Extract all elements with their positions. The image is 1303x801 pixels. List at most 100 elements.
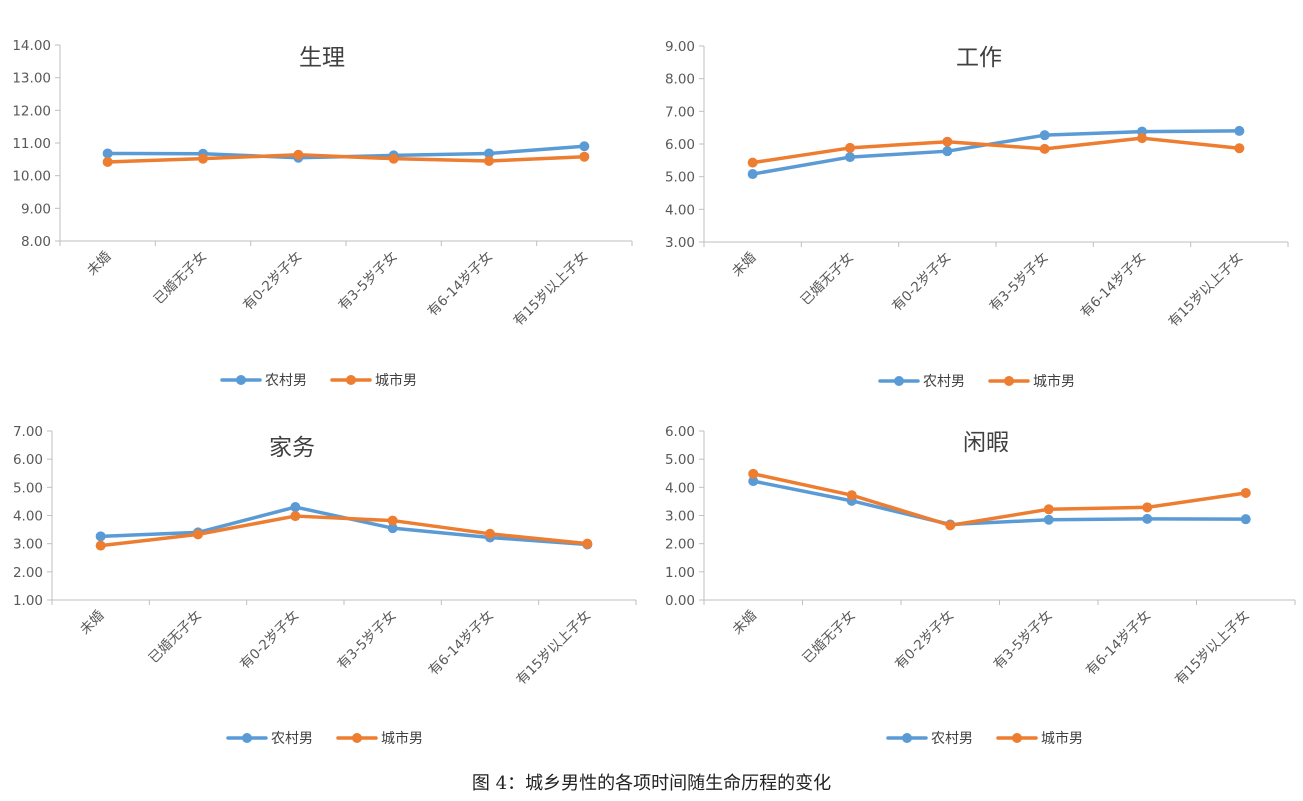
chart-physiology: 8.00 9.00 10.00 11.00 12.00 13.00 14.00 未婚 已婚无子女…: [12, 38, 633, 389]
y-tick-label: 10.00: [12, 169, 51, 185]
legend-marker-urban: [1004, 376, 1014, 386]
data-point-rural: [845, 152, 855, 163]
chart-title: 工作: [956, 45, 1002, 71]
legend-label-rural: 农村男: [923, 374, 965, 390]
data-point-rural: [387, 523, 398, 534]
data-point-urban: [1137, 133, 1147, 144]
x-tick-label: 已婚无子女: [797, 249, 857, 309]
series-line-rural: [750, 129, 1242, 176]
data-point-urban: [582, 538, 593, 549]
y-tick-label: 3.00: [665, 235, 695, 251]
y-tick-label: 1.00: [665, 565, 695, 581]
data-point-urban: [102, 156, 113, 167]
y-tick-label: 2.00: [665, 537, 695, 553]
legend-marker-urban: [1012, 733, 1022, 743]
y-tick-label: 1.00: [13, 593, 43, 609]
series-line-urban: [98, 514, 590, 548]
x-tick-label: 有15岁以上子女: [513, 607, 594, 688]
data-point-urban: [748, 468, 759, 479]
y-tick-label: 5.00: [13, 480, 43, 496]
x-tick-label: 有0-2岁子女: [236, 607, 302, 673]
y-tick-label: 5.00: [665, 452, 695, 468]
chart-leisure: 0.00 1.00 2.00 3.00 4.00 5.00 6.00 未婚 已婚无子女 有0-2岁…: [665, 424, 1296, 747]
legend-label-urban: 城市男: [375, 372, 417, 389]
legend-marker-rural: [236, 375, 246, 385]
y-tick-label: 12.00: [12, 103, 51, 119]
x-tick-label: 有0-2岁子女: [888, 249, 954, 315]
data-point-rural: [1039, 130, 1050, 141]
y-tick-label: 3.00: [665, 509, 695, 525]
series-line-urban: [750, 136, 1242, 165]
data-point-urban: [942, 136, 953, 147]
chart-housework: 1.00 2.00 3.00 4.00 5.00 6.00 7.00 未婚 已婚无子女 有0-2岁…: [13, 424, 637, 747]
legend-marker-rural: [902, 733, 912, 743]
y-tick-label: 3.00: [13, 537, 43, 553]
data-point-rural: [579, 141, 590, 152]
data-point-urban: [1039, 143, 1050, 154]
series-line-rural: [751, 479, 1248, 527]
series-line-urban: [751, 472, 1248, 528]
chart-panel-leisure: 0.00 1.00 2.00 3.00 4.00 5.00 6.00 未婚 已婚无子女 有0-2岁…: [652, 400, 1303, 760]
data-point-urban: [1240, 487, 1251, 498]
legend-label-urban: 城市男: [1041, 730, 1083, 747]
x-tick-label: 有0-2岁子女: [239, 248, 305, 314]
chart-panel-housework: 1.00 2.00 3.00 4.00 5.00 6.00 7.00 未婚 已婚无子女 有0-2岁…: [0, 400, 652, 760]
chart-panel-work: 3.00 4.00 5.00 6.00 7.00 8.00 9.00 未婚 已婚无子女 有0-2岁…: [652, 0, 1303, 400]
chart-title: 生理: [299, 45, 345, 71]
data-point-rural: [1043, 514, 1054, 525]
data-point-urban: [845, 142, 855, 153]
x-tick-label: 已婚无子女: [150, 248, 210, 308]
x-tick-label: 有3-5岁子女: [334, 607, 400, 673]
data-point-rural: [747, 169, 758, 180]
x-tick-label: 有15岁以上子女: [510, 248, 591, 329]
chart-title: 家务: [269, 435, 315, 461]
y-tick-label: 13.00: [12, 71, 51, 87]
y-tick-label: 4.00: [665, 202, 695, 218]
x-tick-label: 已婚无子女: [145, 607, 205, 667]
legend-label-urban: 城市男: [1033, 373, 1075, 390]
data-point-urban: [945, 520, 956, 531]
data-point-urban: [293, 149, 304, 160]
legend-marker-rural: [242, 733, 252, 743]
data-point-urban: [846, 490, 857, 501]
data-point-rural: [748, 476, 759, 487]
y-tick-label: 5.00: [665, 170, 695, 186]
chart-work: 3.00 4.00 5.00 6.00 7.00 8.00 9.00 未婚 已婚无子女 有0-2岁…: [665, 39, 1289, 390]
y-tick-label: 4.00: [665, 480, 695, 496]
data-point-urban: [1142, 502, 1153, 513]
data-point-rural: [1142, 513, 1153, 524]
y-tick-label: 9.00: [665, 39, 695, 55]
legend-label-rural: 农村男: [931, 731, 973, 747]
y-tick-label: 4.00: [13, 509, 43, 525]
x-tick-label: 未婚: [729, 249, 760, 280]
y-tick-label: 2.00: [13, 565, 43, 581]
y-tick-label: 6.00: [665, 137, 695, 153]
x-tick-label: 有0-2岁子女: [891, 607, 957, 673]
data-point-urban: [747, 157, 758, 168]
data-point-rural: [102, 148, 113, 159]
data-point-urban: [290, 511, 301, 522]
data-point-rural: [942, 146, 953, 157]
x-tick-label: 未婚: [730, 607, 761, 638]
x-tick-label: 有3-5岁子女: [990, 607, 1056, 673]
data-point-rural: [290, 502, 301, 513]
data-point-urban: [193, 529, 203, 540]
x-tick-label: 有6-14岁子女: [425, 607, 497, 679]
y-tick-label: 7.00: [665, 104, 695, 120]
x-tick-label: 未婚: [77, 607, 108, 638]
legend-label-rural: 农村男: [271, 731, 313, 747]
data-point-urban: [1234, 143, 1245, 154]
x-tick-label: 有6-14岁子女: [1077, 249, 1149, 321]
data-point-urban: [484, 155, 494, 166]
data-point-urban: [485, 528, 495, 539]
legend-label-rural: 农村男: [265, 373, 307, 389]
x-tick-label: 已婚无子女: [799, 607, 859, 667]
y-tick-label: 6.00: [13, 452, 43, 468]
x-tick-label: 有15岁以上子女: [1171, 607, 1252, 688]
legend-marker-rural: [894, 376, 904, 386]
legend-marker-urban: [352, 733, 362, 743]
y-tick-label: 8.00: [21, 234, 51, 250]
x-tick-label: 有6-14岁子女: [424, 248, 496, 320]
data-point-urban: [388, 153, 399, 164]
y-tick-label: 0.00: [665, 593, 695, 609]
